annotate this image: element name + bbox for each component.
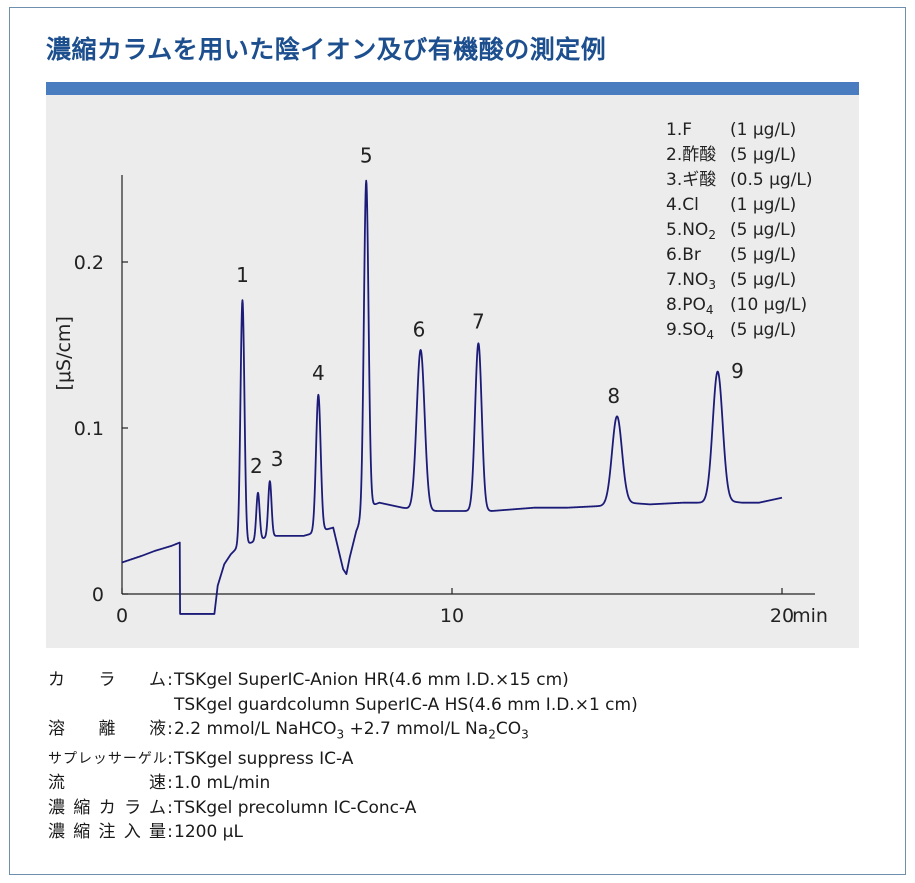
column-label: カ ラ ム bbox=[48, 670, 166, 690]
legend-conc: (5 μg/L) bbox=[730, 320, 796, 340]
legend-conc: (5 μg/L) bbox=[730, 245, 796, 265]
column-row: カ ラ ム : TSKgel SuperIC-Anion HR(4.6 mm I… bbox=[48, 668, 638, 693]
injection-value: 1200 μL bbox=[174, 822, 243, 843]
legend-entry: 2.酢酸 bbox=[666, 145, 716, 165]
colon: : bbox=[167, 670, 173, 690]
legend-conc: (10 μg/L) bbox=[730, 295, 807, 315]
chart-panel: 0 0.1 0.2 0 10 20 min [μS/cm] 1 2 3 4 5 6 7 8 9 1.F (1 μg/… bbox=[46, 95, 859, 648]
eluent-value: 2.2 mmol/L NaHCO3 +2.7 mmol/L Na2CO3 bbox=[174, 719, 529, 742]
peak-label-8: 8 bbox=[607, 384, 620, 408]
peak-label-1: 1 bbox=[236, 263, 249, 287]
panel-frame bbox=[9, 7, 906, 875]
concentrator-label: 濃縮カラム bbox=[48, 797, 166, 818]
peak-label-7: 7 bbox=[472, 309, 485, 333]
legend-entry: 1.F bbox=[666, 120, 692, 140]
suppressor-row: サプレッサーゲル : TSKgel suppress IC-A bbox=[48, 747, 638, 772]
flow-value: 1.0 mL/min bbox=[174, 773, 271, 794]
legend-entry: 8.PO4 bbox=[666, 295, 714, 317]
column-value-2: TSKgel guardcolumn SuperIC-A HS(4.6 mm I… bbox=[174, 694, 638, 715]
peak-label-2: 2 bbox=[250, 454, 263, 478]
colon: : bbox=[167, 719, 173, 739]
eluent-label: 溶 離 液 bbox=[48, 719, 166, 739]
eluent-row: 溶 離 液 : 2.2 mmol/L NaHCO3 +2.7 mmol/L Na… bbox=[48, 717, 638, 747]
injection-label: 濃縮注入量 bbox=[48, 822, 166, 843]
legend-conc: (5 μg/L) bbox=[730, 145, 796, 165]
legend-entry: 9.SO4 bbox=[666, 320, 714, 342]
conditions-block: カ ラ ム : TSKgel SuperIC-Anion HR(4.6 mm I… bbox=[48, 668, 638, 845]
colon: : bbox=[167, 773, 173, 794]
column-value-1: TSKgel SuperIC-Anion HR(4.6 mm I.D.×15 c… bbox=[174, 670, 569, 690]
legend-conc: (1 μg/L) bbox=[730, 120, 796, 140]
concentrator-value: TSKgel precolumn IC-Conc-A bbox=[174, 797, 417, 818]
y-tick-label: 0 bbox=[92, 584, 104, 606]
column-row-2: TSKgel guardcolumn SuperIC-A HS(4.6 mm I… bbox=[48, 693, 638, 718]
y-axis-label: [μS/cm] bbox=[53, 316, 75, 390]
legend-conc: (5 μg/L) bbox=[730, 270, 796, 290]
legend-conc: (0.5 μg/L) bbox=[730, 170, 813, 190]
title-bar bbox=[46, 82, 859, 95]
chromatogram-trace bbox=[121, 179, 783, 615]
suppressor-label: サプレッサーゲル bbox=[48, 750, 167, 767]
legend-conc: (5 μg/L) bbox=[730, 220, 796, 240]
page-title: 濃縮カラムを用いた陰イオン及び有機酸の測定例 bbox=[46, 35, 607, 64]
peak-label-5: 5 bbox=[360, 143, 373, 167]
colon: : bbox=[167, 748, 173, 769]
peak-label-9: 9 bbox=[731, 359, 744, 383]
peak-label-4: 4 bbox=[312, 361, 325, 385]
x-tick-label: 10 bbox=[440, 605, 464, 627]
legend-conc: (1 μg/L) bbox=[730, 195, 796, 215]
legend-entry: 5.NO2 bbox=[666, 220, 716, 242]
y-tick-label: 0.2 bbox=[74, 252, 104, 274]
flow-label: 流 速 bbox=[48, 773, 166, 794]
y-tick-label: 0.1 bbox=[74, 418, 104, 440]
flow-row: 流 速 : 1.0 mL/min bbox=[48, 771, 638, 796]
legend-entry: 3.ギ酸 bbox=[666, 170, 716, 190]
x-unit-label: min bbox=[792, 605, 828, 627]
concentrator-row: 濃縮カラム : TSKgel precolumn IC-Conc-A bbox=[48, 796, 638, 821]
legend-entry: 7.NO3 bbox=[666, 270, 716, 292]
x-tick-label: 0 bbox=[116, 605, 128, 627]
injection-row: 濃縮注入量 : 1200 μL bbox=[48, 820, 638, 845]
legend-entry: 4.Cl bbox=[666, 195, 699, 215]
peak-label-3: 3 bbox=[271, 447, 284, 471]
legend-entry: 6.Br bbox=[666, 245, 701, 265]
suppressor-value: TSKgel suppress IC-A bbox=[174, 748, 354, 769]
colon: : bbox=[167, 822, 173, 843]
colon: : bbox=[167, 797, 173, 818]
x-tick-label: 20 bbox=[770, 605, 794, 627]
peak-label-6: 6 bbox=[413, 318, 426, 342]
